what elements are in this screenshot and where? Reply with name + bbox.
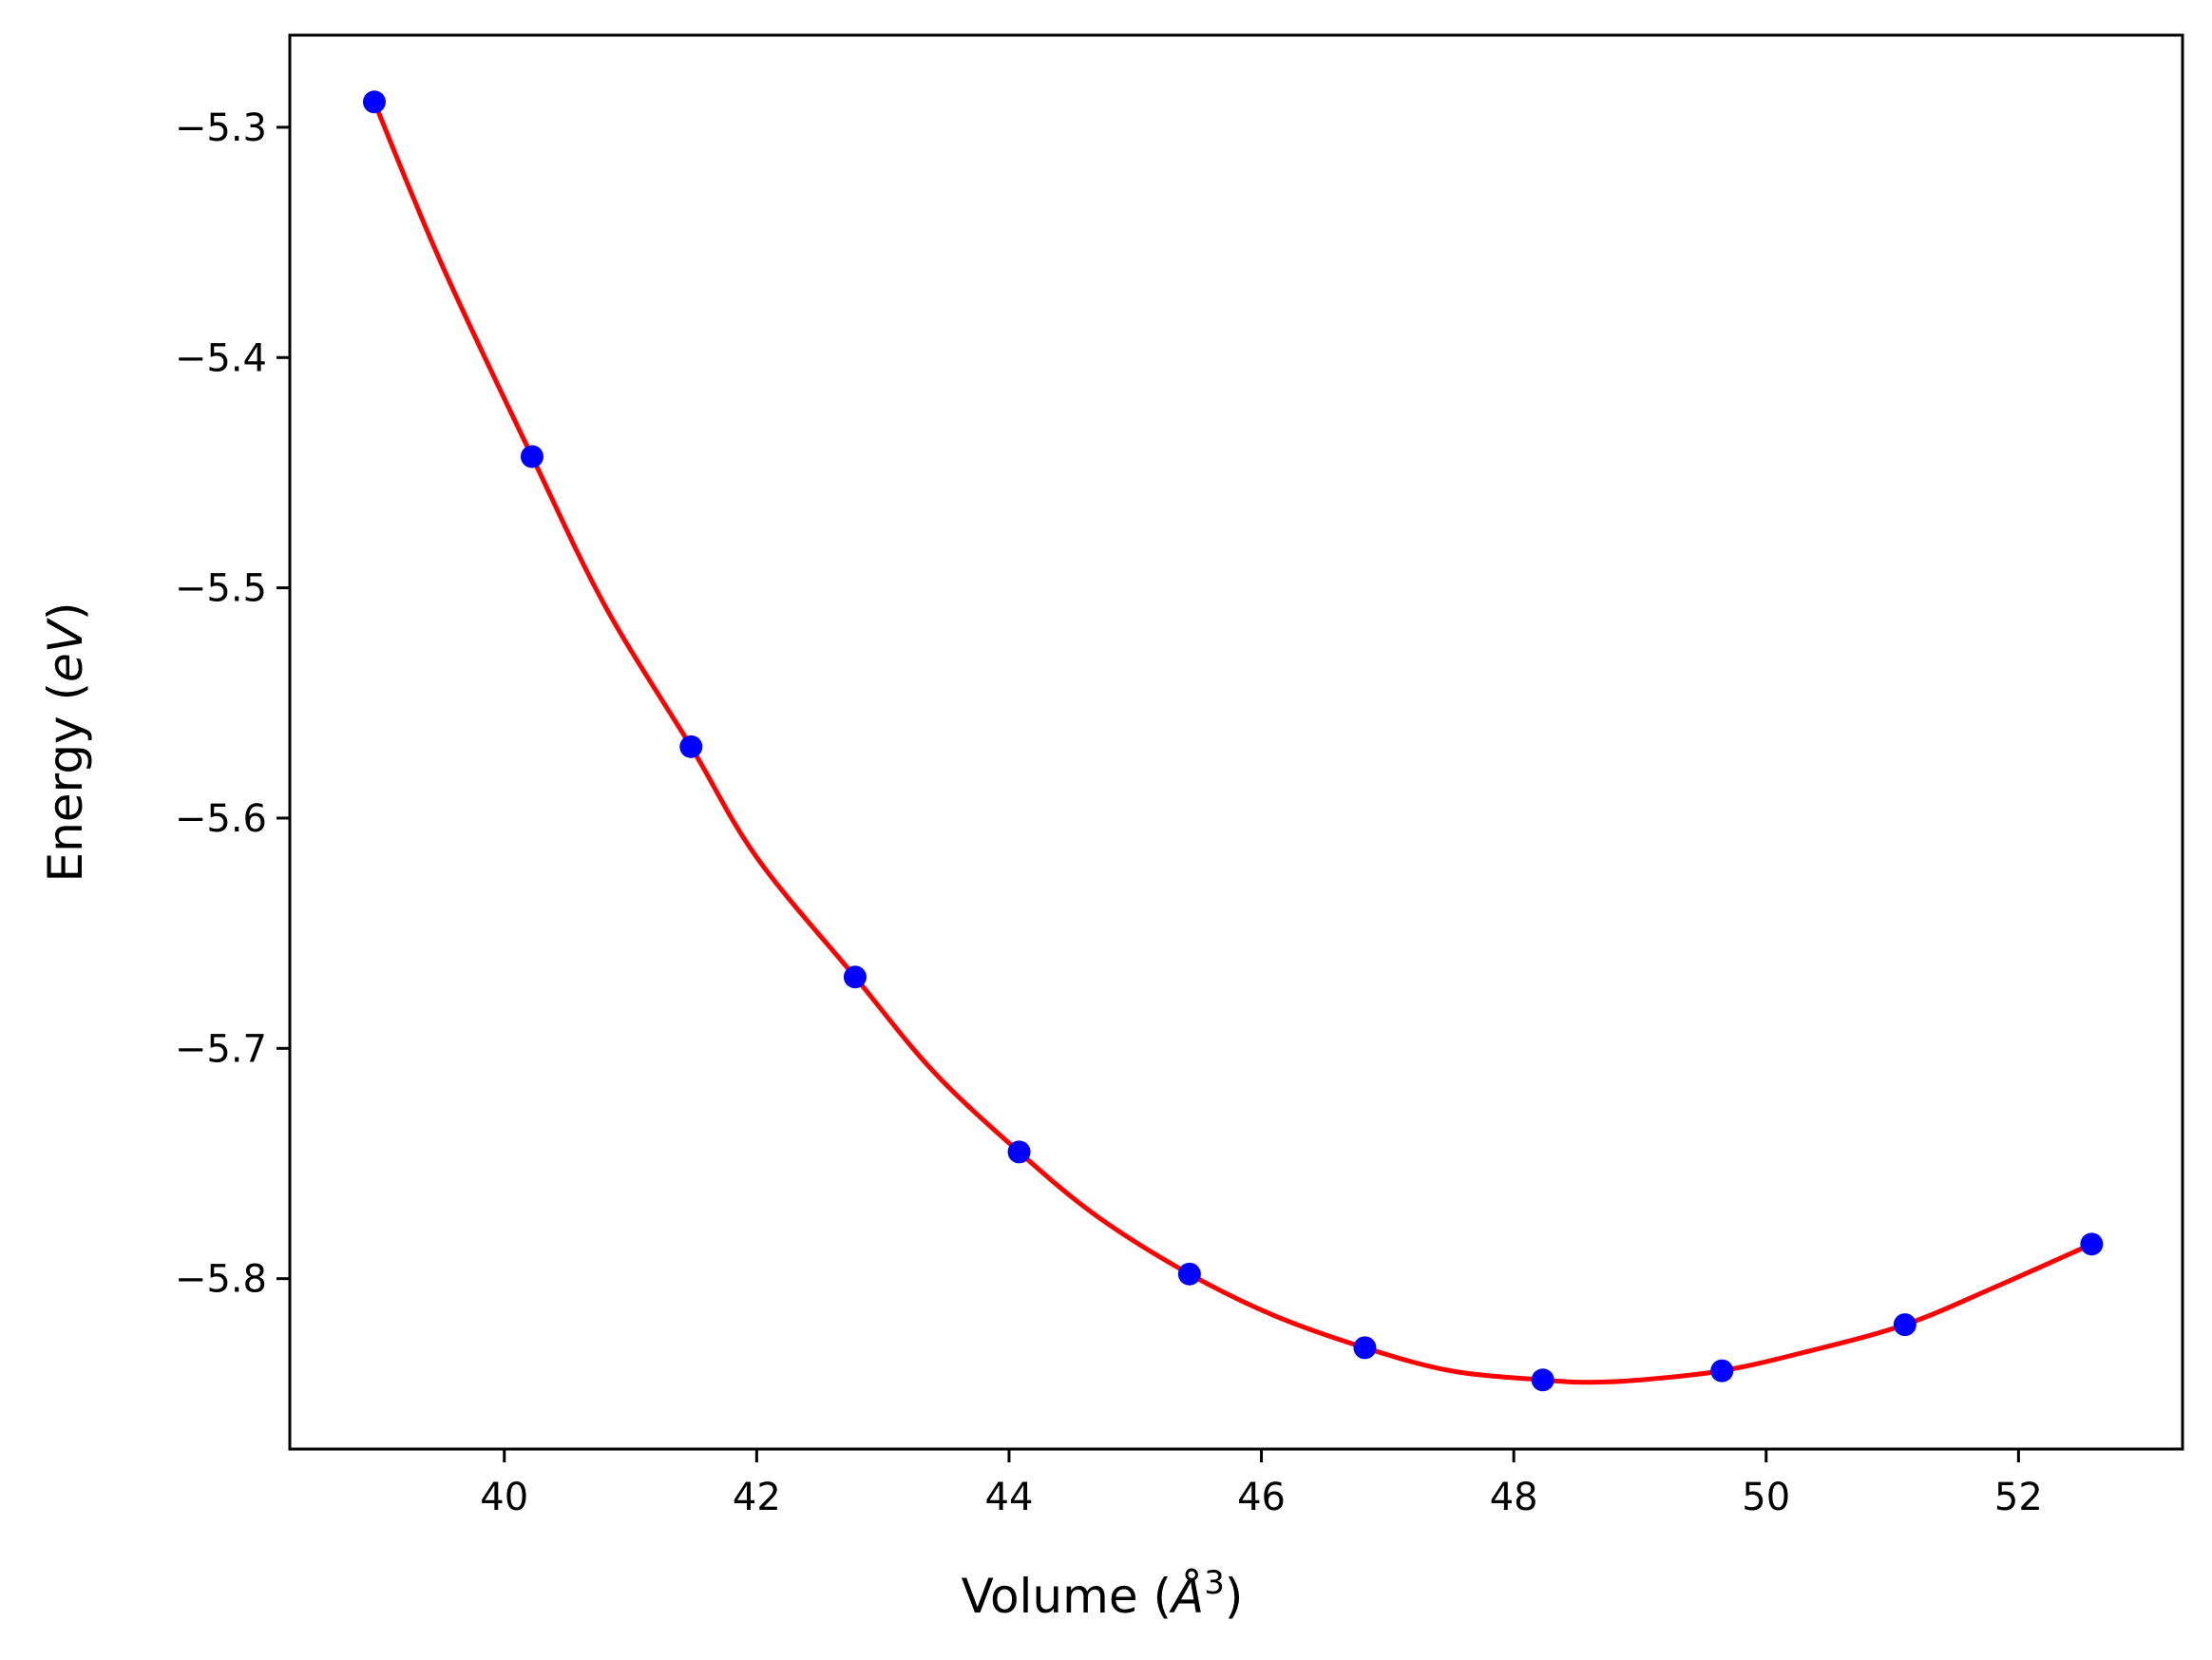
x-tick-label: 48 bbox=[1490, 1476, 1538, 1519]
x-tick-label: 46 bbox=[1237, 1476, 1286, 1519]
y-axis-label: Energy (eV) bbox=[38, 602, 93, 883]
y-axis-label-close: ) bbox=[38, 602, 93, 621]
data-point bbox=[1531, 1368, 1554, 1392]
data-point bbox=[2080, 1232, 2104, 1256]
data-point bbox=[520, 445, 543, 468]
y-tick-label: −5.5 bbox=[175, 567, 267, 611]
data-point bbox=[679, 735, 703, 758]
y-tick-label: −5.4 bbox=[175, 336, 267, 380]
x-ticks-layer: 40 42 44 46 48 50 52 bbox=[480, 1449, 2043, 1519]
data-point bbox=[1710, 1359, 1734, 1383]
plot-frame bbox=[288, 33, 2184, 1451]
x-axis-label-text: Volume ( bbox=[962, 1569, 1172, 1624]
data-points-layer bbox=[362, 90, 2104, 1392]
x-tick-label: 52 bbox=[1994, 1476, 2043, 1519]
y-tick-label: −5.7 bbox=[175, 1027, 267, 1071]
y-tick-label: −5.3 bbox=[175, 106, 267, 150]
data-point bbox=[1893, 1313, 1916, 1337]
x-tick-label: 40 bbox=[480, 1476, 528, 1519]
x-tick-label: 50 bbox=[1742, 1476, 1790, 1519]
data-point bbox=[1177, 1262, 1201, 1286]
data-point bbox=[362, 90, 386, 114]
x-tick-label: 42 bbox=[733, 1476, 781, 1519]
x-axis-label-superscript: 3 bbox=[1204, 1564, 1225, 1602]
x-tick-label: 44 bbox=[985, 1476, 1034, 1519]
x-axis-label: Volume (Å3) bbox=[962, 1564, 1244, 1624]
x-axis-label-close: ) bbox=[1225, 1569, 1244, 1624]
y-axis-label-text: Energy ( bbox=[38, 682, 93, 882]
data-point bbox=[1353, 1336, 1377, 1360]
fit-curve-layer bbox=[372, 101, 2093, 1385]
data-point bbox=[1007, 1140, 1031, 1164]
y-axis-label-unit: eV bbox=[38, 617, 93, 682]
x-axis-label-unit: Å bbox=[1169, 1569, 1204, 1624]
y-tick-label: −5.8 bbox=[175, 1258, 267, 1302]
y-tick-label: −5.6 bbox=[175, 797, 267, 841]
fit-curve-line bbox=[372, 101, 2093, 1385]
y-ticks-layer: −5.3 −5.4 −5.5 −5.6 −5.7 −5.8 bbox=[175, 106, 290, 1302]
data-point bbox=[843, 965, 867, 989]
